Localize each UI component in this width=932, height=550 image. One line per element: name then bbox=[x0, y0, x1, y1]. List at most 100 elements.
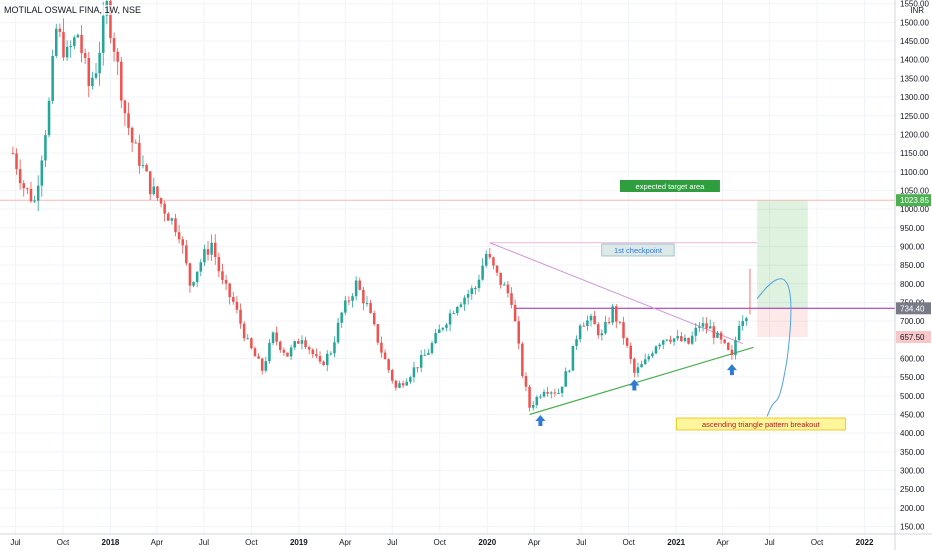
candle-body bbox=[62, 31, 65, 58]
candle-body bbox=[607, 321, 611, 323]
candle-body bbox=[654, 346, 658, 354]
candle-body bbox=[260, 358, 264, 371]
candle-body bbox=[734, 340, 737, 356]
candle-body bbox=[748, 307, 752, 309]
checkpoint-label: 1st checkpoint bbox=[614, 246, 663, 255]
y-tick-label: 1400.00 bbox=[900, 56, 929, 65]
candle-body bbox=[441, 327, 445, 330]
price-axis[interactable]: 150.00 200.00 250.00 300.00 350.00 400.00 450.… bbox=[894, 0, 932, 550]
candle-body bbox=[499, 272, 502, 285]
x-tick-label: Oct bbox=[434, 538, 447, 547]
candle-body bbox=[622, 322, 625, 339]
candle-body bbox=[94, 73, 98, 78]
candle-body bbox=[741, 321, 745, 326]
candle-body bbox=[235, 301, 239, 310]
price-axis-background bbox=[895, 0, 932, 550]
candle-body bbox=[582, 325, 586, 327]
candle-body bbox=[694, 327, 698, 336]
x-tick-label: Jul bbox=[576, 538, 586, 547]
candle-body bbox=[98, 52, 101, 74]
candle-body bbox=[600, 333, 604, 336]
x-tick-label: Apr bbox=[716, 538, 729, 547]
candle-body bbox=[311, 349, 315, 355]
candle-body bbox=[727, 342, 730, 350]
candle-body bbox=[398, 383, 401, 388]
candle-body bbox=[18, 169, 22, 184]
candle-body bbox=[452, 313, 455, 315]
candle-body bbox=[474, 288, 477, 290]
candle-body bbox=[213, 242, 217, 258]
candle-body bbox=[344, 300, 347, 313]
candle-body bbox=[481, 265, 484, 280]
candle-body bbox=[593, 315, 596, 325]
candle-body bbox=[336, 322, 340, 343]
y-tick-label: 600.00 bbox=[900, 354, 925, 363]
candle-body bbox=[369, 303, 372, 314]
target-area-label: expected target area bbox=[636, 182, 706, 191]
candle-body bbox=[651, 353, 654, 357]
candle-body bbox=[58, 28, 62, 32]
candle-body bbox=[315, 354, 318, 357]
candle-body bbox=[372, 313, 376, 325]
candle-body bbox=[676, 336, 679, 339]
candle-body bbox=[354, 280, 358, 297]
x-tick-label: Jul bbox=[199, 538, 209, 547]
candle-body bbox=[625, 338, 629, 346]
candle-body bbox=[459, 304, 463, 307]
candle-body bbox=[647, 356, 651, 360]
candle-body bbox=[466, 294, 470, 298]
candle-body bbox=[134, 142, 138, 144]
candle-body bbox=[456, 306, 459, 314]
candle-body bbox=[22, 183, 26, 189]
candle-body bbox=[130, 127, 134, 143]
x-tick-label: Oct bbox=[245, 538, 258, 547]
time-axis[interactable]: Jul Oct 2018 Apr Jul Oct 2019 Apr Jul Oct 2020 Apr J… bbox=[0, 533, 932, 547]
candle-body bbox=[513, 304, 517, 322]
candle-body bbox=[463, 297, 466, 305]
candle-body bbox=[448, 313, 452, 325]
candle-body bbox=[376, 324, 380, 343]
candle-body bbox=[531, 405, 535, 408]
candle-body bbox=[716, 332, 719, 338]
candle-body bbox=[318, 356, 322, 362]
candle-body bbox=[730, 349, 734, 356]
candle-body bbox=[712, 326, 716, 338]
y-tick-label: 1250.00 bbox=[900, 112, 929, 121]
y-tick-label: 200.00 bbox=[900, 504, 925, 513]
candle-body bbox=[394, 380, 398, 388]
y-tick-label: 850.00 bbox=[900, 261, 925, 270]
up-arrow-icon bbox=[629, 379, 640, 391]
candle-body bbox=[69, 46, 72, 48]
y-tick-label: 1450.00 bbox=[900, 37, 929, 46]
candle-body bbox=[148, 171, 152, 195]
x-tick-label: Oct bbox=[811, 538, 824, 547]
candle-body bbox=[665, 339, 669, 341]
currency-label: INR bbox=[910, 6, 924, 15]
candle-body bbox=[596, 324, 600, 336]
candle-body bbox=[116, 51, 119, 62]
candle-body bbox=[141, 165, 145, 167]
annotations: expected target area 1st checkpoint ascend… bbox=[535, 180, 846, 431]
candle-body bbox=[658, 344, 661, 347]
price-tag-bg bbox=[896, 302, 931, 315]
candle-body bbox=[44, 135, 47, 161]
candle-body bbox=[109, 1, 112, 39]
candle-body bbox=[159, 198, 163, 204]
candle-body bbox=[325, 353, 329, 366]
candle-body bbox=[47, 100, 51, 136]
y-tick-label: 400.00 bbox=[900, 429, 925, 438]
candle-body bbox=[185, 245, 188, 264]
candle-body bbox=[174, 218, 177, 233]
candle-body bbox=[423, 354, 427, 356]
candle-body bbox=[560, 386, 564, 393]
y-tick-label: 1500.00 bbox=[900, 18, 929, 27]
target-zone bbox=[757, 200, 808, 309]
candle-body bbox=[217, 257, 221, 272]
x-tick-label: Jul bbox=[764, 538, 774, 547]
y-tick-label: 1200.00 bbox=[900, 130, 929, 139]
y-tick-label: 700.00 bbox=[900, 317, 925, 326]
candle-body bbox=[91, 77, 94, 86]
candle-body bbox=[322, 361, 325, 366]
y-tick-label: 1150.00 bbox=[900, 149, 929, 158]
